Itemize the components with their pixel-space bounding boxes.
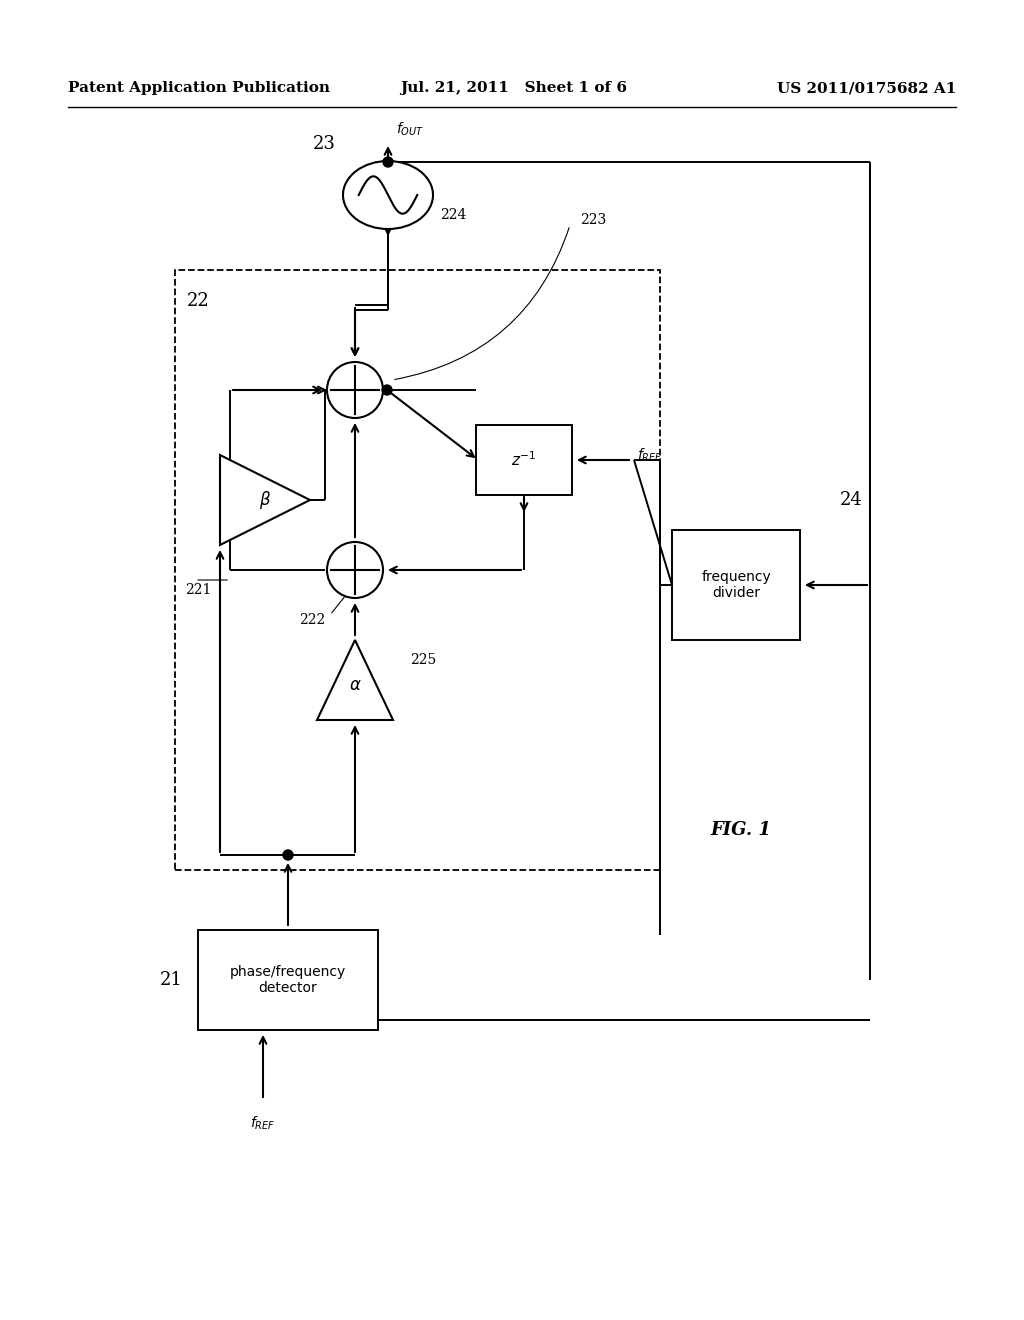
Bar xyxy=(672,531,800,640)
Text: 224: 224 xyxy=(440,209,466,222)
Text: US 2011/0175682 A1: US 2011/0175682 A1 xyxy=(776,81,956,95)
Bar xyxy=(175,271,660,870)
Text: $\beta$: $\beta$ xyxy=(259,488,271,511)
Circle shape xyxy=(382,385,392,395)
Text: 21: 21 xyxy=(160,972,183,989)
Text: 22: 22 xyxy=(187,292,210,310)
Text: 23: 23 xyxy=(313,135,336,153)
Circle shape xyxy=(383,157,393,168)
Text: 225: 225 xyxy=(410,653,436,667)
Text: $f_{REF}$: $f_{REF}$ xyxy=(637,446,663,463)
Text: $\alpha$: $\alpha$ xyxy=(348,676,361,694)
Text: frequency
divider: frequency divider xyxy=(701,570,771,601)
Text: $z^{-1}$: $z^{-1}$ xyxy=(511,450,537,470)
Text: $f_{REF}$: $f_{REF}$ xyxy=(250,1115,275,1133)
Text: Jul. 21, 2011   Sheet 1 of 6: Jul. 21, 2011 Sheet 1 of 6 xyxy=(400,81,627,95)
Text: 221: 221 xyxy=(185,583,211,597)
Text: 223: 223 xyxy=(580,213,606,227)
Bar xyxy=(476,425,572,495)
Text: 222: 222 xyxy=(299,612,325,627)
Polygon shape xyxy=(317,640,393,719)
Text: Patent Application Publication: Patent Application Publication xyxy=(68,81,330,95)
Ellipse shape xyxy=(343,161,433,228)
Text: phase/frequency
detector: phase/frequency detector xyxy=(229,965,346,995)
Circle shape xyxy=(283,850,293,861)
Text: 24: 24 xyxy=(840,491,863,510)
Text: $f_{OUT}$: $f_{OUT}$ xyxy=(396,120,424,139)
Text: FIG. 1: FIG. 1 xyxy=(710,821,771,840)
Polygon shape xyxy=(220,455,310,545)
Circle shape xyxy=(327,543,383,598)
Circle shape xyxy=(327,362,383,418)
Bar xyxy=(198,931,378,1030)
